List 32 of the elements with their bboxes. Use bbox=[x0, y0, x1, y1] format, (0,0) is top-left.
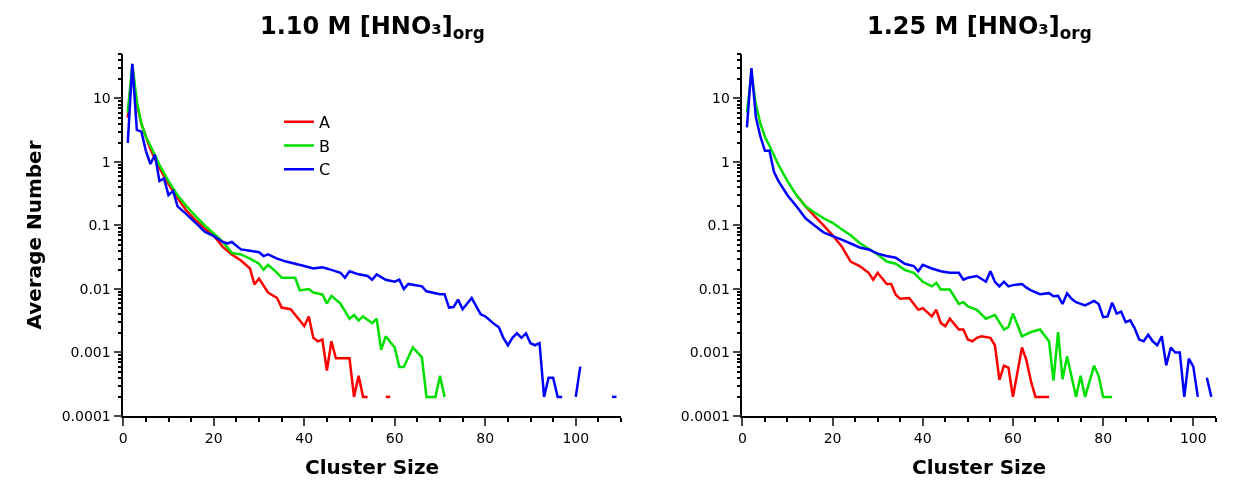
y-tick-label: 0.1 bbox=[707, 217, 730, 234]
x-tick-label: 40 bbox=[295, 429, 314, 446]
y-tick-label: 1 bbox=[720, 153, 730, 170]
y-axis-title: Average Number bbox=[21, 140, 46, 330]
x-tick-label: 60 bbox=[385, 429, 404, 446]
x-tick-label: 0 bbox=[737, 429, 747, 446]
x-tick-label: 20 bbox=[823, 429, 842, 446]
x-axis-title: Cluster Size bbox=[305, 454, 440, 479]
y-tick-label: 0.0001 bbox=[61, 407, 111, 424]
y-tick-label: 0.01 bbox=[698, 280, 730, 297]
y-tick-label: 1 bbox=[101, 153, 111, 170]
legend-label: B bbox=[318, 136, 330, 156]
x-tick-label: 60 bbox=[1004, 429, 1022, 446]
y-tick-label: 10 bbox=[712, 90, 730, 107]
chart-title: 1.10 M [HNO₃]$_{org}$ bbox=[260, 12, 485, 44]
x-tick-label: 100 bbox=[562, 429, 590, 446]
x-tick-label: 80 bbox=[476, 429, 495, 446]
legend-label: C bbox=[318, 160, 331, 180]
y-tick-label: 0.001 bbox=[689, 344, 730, 361]
y-tick-label: 0.001 bbox=[70, 344, 111, 361]
y-tick-label: 0.0001 bbox=[680, 407, 730, 424]
x-tick-label: 20 bbox=[204, 429, 223, 446]
y-tick-label: 0.01 bbox=[79, 280, 111, 297]
x-axis-title: Cluster Size bbox=[912, 454, 1047, 479]
x-tick-label: 40 bbox=[913, 429, 932, 446]
x-tick-label: 100 bbox=[1179, 429, 1207, 446]
x-tick-label: 0 bbox=[118, 429, 128, 446]
x-tick-label: 80 bbox=[1094, 429, 1113, 446]
chart-title: 1.25 M [HNO₃]$_{org}$ bbox=[867, 12, 1092, 44]
y-tick-label: 0.1 bbox=[88, 217, 111, 234]
y-tick-label: 10 bbox=[92, 90, 111, 107]
legend-label: A bbox=[318, 112, 330, 132]
